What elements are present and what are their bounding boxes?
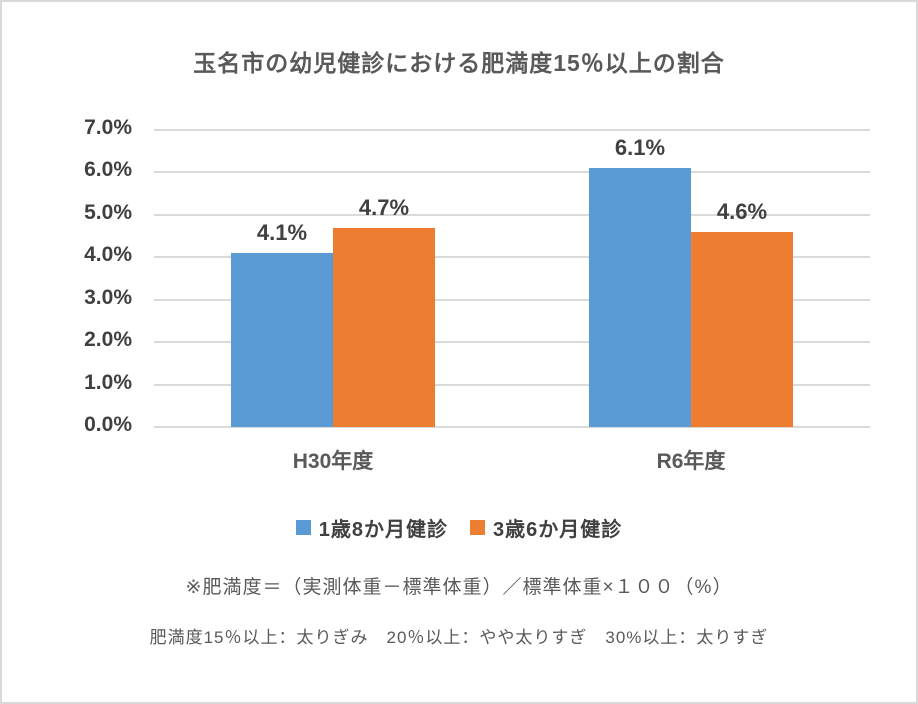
y-tick-label: 4.0% <box>84 243 132 266</box>
gridline <box>154 256 870 258</box>
footnote-criteria: 肥満度15％以上：太りぎみ 20％以上：やや太りすぎ 30%以上：太りすぎ <box>149 628 769 647</box>
bar-1歳8か月健診-R6年度 <box>589 168 691 427</box>
legend-label: 1歳8か月健診 <box>318 519 448 541</box>
y-tick-label: 5.0% <box>84 201 132 224</box>
bar-3歳6か月健診-R6年度 <box>691 232 793 427</box>
legend-swatch-icon <box>295 520 311 535</box>
legend-swatch-icon <box>470 520 485 535</box>
gridline <box>154 214 870 216</box>
legend-label: 3歳6か月健診 <box>493 519 623 541</box>
legend: 1歳8か月健診 3歳6か月健診 <box>2 513 916 542</box>
bar-data-label: 4.7% <box>358 195 410 220</box>
gridline <box>154 171 870 173</box>
x-category-label: H30年度 <box>292 450 374 473</box>
plot-area: 4.1% 6.1% 4.7% 4.6% <box>154 129 870 428</box>
bar-data-label: 4.1% <box>256 220 308 245</box>
gridline <box>154 129 870 131</box>
gridline <box>154 299 870 301</box>
y-tick-label: 6.0% <box>84 158 132 181</box>
y-tick-label: 1.0% <box>84 371 132 394</box>
y-tick-label: 7.0% <box>84 116 132 139</box>
y-tick-label: 0.0% <box>84 413 132 436</box>
chart-title: 玉名市の幼児健診における肥満度15％以上の割合 <box>193 50 725 76</box>
y-tick-label: 3.0% <box>84 286 132 309</box>
bar-1歳8か月健診-H30年度 <box>231 253 333 427</box>
bar-data-label: 4.6% <box>716 199 768 224</box>
gridline <box>154 341 870 343</box>
legend-item: 1歳8か月健診 <box>295 513 448 542</box>
gridline <box>154 384 870 386</box>
footnote-formula: ※肥満度＝（実測体重－標準体重）／標準体重×１００（%） <box>185 577 733 598</box>
y-tick-label: 2.0% <box>84 328 132 351</box>
bar-data-label: 6.1% <box>614 135 666 160</box>
gridline <box>154 426 870 428</box>
legend-item: 3歳6か月健診 <box>470 513 622 542</box>
bar-3歳6か月健診-H30年度 <box>333 228 435 427</box>
x-category-label: R6年度 <box>656 450 726 473</box>
